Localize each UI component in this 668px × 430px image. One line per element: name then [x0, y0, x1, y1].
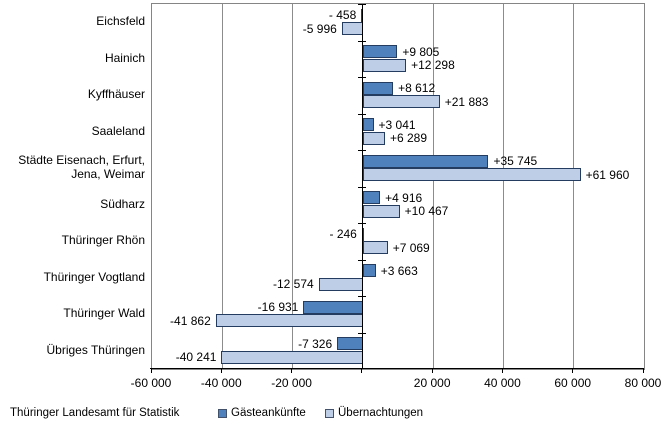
value-label: +8 612	[398, 81, 436, 95]
category-label: Städte Eisenach, Erfurt, Jena, Weimar	[18, 153, 145, 182]
legend-swatch-uebernachtungen	[325, 408, 334, 418]
bar-uebernachtungen	[362, 58, 407, 72]
x-tick-label: -40 000	[200, 376, 242, 390]
category-tick	[358, 150, 367, 151]
grid-line	[292, 4, 294, 369]
value-label: +21 883	[444, 94, 489, 109]
bar-gaesteankuenfte	[362, 118, 374, 131]
bar-uebernachtungen	[221, 350, 363, 364]
category-axis: Eichsfeld Hainich Kyffhäuser Saaleland Städt…	[0, 3, 145, 368]
grid-line	[432, 4, 434, 369]
bar-gaesteankuenfte	[362, 264, 376, 277]
axis-tick	[291, 369, 293, 373]
value-label: -12 574	[272, 277, 314, 291]
category-tick	[358, 186, 367, 188]
chart-footer: Thüringer Landesamt für Statistik Gästea…	[0, 403, 668, 425]
grid-line	[221, 4, 223, 369]
axis-tick	[150, 369, 152, 373]
axis-tick	[220, 369, 222, 373]
value-label: +7 069	[392, 240, 430, 255]
category-label: Kyffhäuser	[87, 87, 145, 102]
bar-gaesteankuenfte	[362, 81, 394, 95]
value-label: +4 916	[385, 190, 423, 205]
value-label: -41 862	[170, 313, 211, 328]
legend-label-uebernachtungen: Übernachtungen	[338, 407, 424, 419]
value-label: +10 467	[404, 204, 449, 218]
grid-line	[502, 4, 504, 369]
bar-gaesteankuenfte	[362, 154, 489, 168]
category-label: Thüringer Vogtland	[43, 269, 145, 284]
category-label: Hainich	[104, 50, 145, 65]
bar-uebernachtungen	[215, 314, 363, 327]
x-tick-label: -60 000	[130, 376, 172, 390]
value-label: -40 241	[175, 350, 217, 364]
plot-area: - 458 -5 996 +9 805 +12 298 +8 612 +21 883 +3 …	[151, 3, 645, 370]
bar-uebernachtungen	[362, 204, 400, 218]
legend-label-gaesteankuenfte: Gästeankünfte	[231, 407, 306, 419]
bar-uebernachtungen	[362, 241, 388, 254]
axis-tick	[642, 369, 644, 373]
axis-tick	[501, 369, 503, 373]
category-tick	[358, 40, 367, 42]
bar-gaesteankuenfte	[337, 337, 363, 350]
value-label: +3 041	[378, 117, 416, 132]
value-label: -5 996	[302, 21, 337, 36]
value-label: +12 298	[411, 58, 455, 72]
grid-line	[573, 4, 575, 369]
value-label: +61 960	[585, 167, 630, 182]
category-tick	[358, 77, 367, 78]
x-tick-label: 60 000	[554, 376, 592, 390]
category-tick	[358, 4, 367, 5]
value-label: +3 663	[380, 263, 418, 278]
legend-swatch-gaesteankuenfte	[218, 408, 227, 418]
category-label: Südharz	[100, 196, 145, 211]
bar-uebernachtungen	[362, 95, 440, 108]
value-label: - 458	[328, 8, 357, 22]
bar-uebernachtungen	[318, 277, 363, 291]
bar-uebernachtungen	[362, 168, 581, 181]
value-label: - 246	[329, 227, 357, 241]
source-text: Thüringer Landesamt für Statistik	[10, 407, 180, 419]
legend-item-gaesteankuenfte: Gästeankünfte	[218, 406, 306, 420]
value-label: -16 931	[257, 300, 299, 314]
category-tick	[358, 223, 367, 224]
category-tick	[358, 259, 367, 261]
value-label: -7 326	[298, 336, 333, 351]
bar-gaesteankuenfte	[303, 300, 363, 314]
value-axis-line	[150, 368, 644, 369]
category-label: Übriges Thüringen	[46, 342, 145, 357]
bar-gaesteankuenfte	[362, 191, 381, 204]
x-tick-label: 80 000	[624, 376, 662, 390]
category-label: Saaleland	[91, 123, 145, 138]
value-axis: -60 000 -40 000 -20 000 20 000 40 000 60 000 8…	[131, 368, 661, 394]
legend-item-uebernachtungen: Übernachtungen	[325, 406, 423, 420]
axis-tick	[361, 369, 363, 373]
value-label: +9 805	[402, 44, 440, 59]
category-label: Thüringer Rhön	[61, 233, 145, 248]
category-tick	[358, 113, 367, 115]
value-label: +6 289	[389, 131, 427, 145]
value-label: +35 745	[493, 154, 538, 168]
bar-gaesteankuenfte	[362, 45, 398, 58]
bar-uebernachtungen	[341, 22, 363, 35]
axis-tick	[572, 369, 574, 373]
axis-tick	[431, 369, 433, 373]
bar-uebernachtungen	[362, 131, 385, 145]
x-tick-label: 40 000	[484, 376, 521, 390]
category-label: Thüringer Wald	[63, 306, 145, 321]
x-tick-label: 20 000	[413, 376, 451, 390]
category-tick	[358, 296, 367, 297]
x-tick-label: -20 000	[271, 376, 312, 390]
category-label: Eichsfeld	[96, 14, 145, 29]
category-tick	[358, 332, 367, 334]
